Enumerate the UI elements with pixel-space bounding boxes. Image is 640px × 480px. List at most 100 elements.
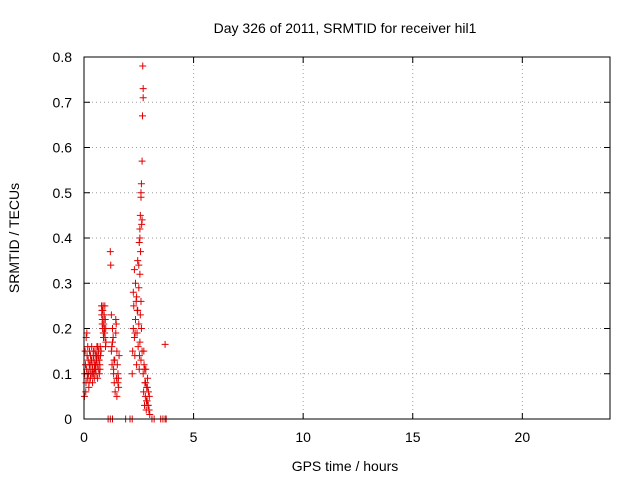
y-tick: 0.3 — [53, 275, 610, 291]
x-axis-label: GPS time / hours — [292, 458, 399, 474]
data-point — [136, 234, 144, 242]
y-tick: 0.8 — [53, 49, 610, 65]
data-point — [110, 356, 118, 364]
data-point — [137, 356, 145, 364]
data-point — [140, 361, 148, 369]
data-point — [82, 388, 90, 396]
x-tick: 10 — [295, 57, 311, 445]
data-point — [142, 397, 150, 405]
y-axis-ticks: 0 0.1 0.2 0.3 0.4 0.5 0.6 0.7 0.8 — [53, 49, 610, 427]
data-point — [135, 239, 143, 247]
data-point — [99, 306, 107, 314]
grid-lines — [84, 57, 610, 419]
data-point — [92, 361, 100, 369]
data-point — [146, 410, 154, 418]
data-point — [115, 383, 123, 391]
data-point — [139, 62, 147, 70]
data-point — [133, 306, 141, 314]
x-tick: 20 — [515, 57, 530, 445]
data-point — [89, 347, 97, 355]
data-point — [112, 329, 120, 337]
chart-title: Day 326 of 2011, SRMTID for receiver hil… — [214, 20, 477, 36]
y-tick-label: 0 — [64, 411, 72, 427]
y-tick: 0.4 — [53, 230, 610, 246]
y-tick-label: 0.3 — [53, 275, 73, 291]
y-tick: 0.7 — [53, 94, 610, 110]
data-point — [136, 211, 144, 219]
data-point — [101, 334, 109, 342]
x-tick-label: 0 — [80, 429, 88, 445]
data-point — [113, 361, 121, 369]
data-point — [137, 189, 145, 197]
data-point — [98, 311, 106, 319]
data-point — [97, 347, 105, 355]
data-point — [108, 343, 116, 351]
data-point — [100, 315, 108, 323]
y-tick-label: 0.2 — [53, 321, 73, 337]
data-point — [85, 379, 93, 387]
data-point — [145, 406, 153, 414]
data-point — [109, 334, 117, 342]
data-point — [135, 284, 143, 292]
x-tick-label: 15 — [405, 429, 421, 445]
data-point — [139, 85, 147, 93]
data-point — [140, 347, 148, 355]
y-tick-label: 0.7 — [53, 94, 73, 110]
data-point — [137, 297, 145, 305]
data-point — [144, 388, 152, 396]
data-point — [138, 157, 146, 165]
data-point — [136, 311, 144, 319]
data-point — [135, 261, 143, 269]
data-point — [110, 365, 118, 373]
y-tick-label: 0.6 — [53, 140, 73, 156]
y-tick: 0.5 — [53, 185, 610, 201]
data-point — [129, 325, 137, 332]
data-point — [138, 220, 146, 228]
data-point — [141, 365, 149, 373]
data-point — [143, 383, 151, 391]
data-point — [94, 343, 102, 351]
data-points — [80, 62, 170, 423]
x-tick: 0 — [80, 57, 88, 445]
data-point — [113, 392, 121, 400]
data-point — [107, 261, 115, 269]
data-point — [99, 329, 107, 337]
data-point — [101, 302, 109, 310]
data-point — [98, 320, 106, 328]
x-tick: 15 — [405, 57, 421, 445]
y-tick: 0.1 — [53, 366, 610, 382]
data-point — [144, 401, 152, 409]
data-point — [131, 329, 139, 337]
x-tick: 5 — [190, 57, 198, 445]
data-point — [134, 343, 142, 351]
y-tick: 0 — [64, 411, 610, 427]
y-tick-label: 0.1 — [53, 366, 73, 382]
data-point — [94, 374, 102, 382]
data-point — [108, 338, 116, 346]
data-point — [136, 225, 144, 233]
data-point — [137, 248, 145, 256]
x-axis-ticks: 0 5 10 15 20 — [80, 57, 530, 445]
data-point — [132, 279, 140, 287]
y-tick-label: 0.8 — [53, 49, 73, 65]
data-point — [136, 270, 144, 278]
data-point — [139, 112, 147, 120]
data-point — [135, 352, 143, 360]
data-point — [130, 266, 138, 274]
data-point — [133, 361, 141, 369]
data-point — [142, 379, 150, 387]
y-tick-label: 0.5 — [53, 185, 73, 201]
data-point — [135, 320, 143, 328]
data-point — [93, 352, 101, 360]
x-tick-label: 5 — [190, 429, 198, 445]
data-point — [112, 320, 120, 328]
y-tick: 0.6 — [53, 140, 610, 156]
data-point — [130, 302, 138, 310]
data-point — [95, 356, 103, 364]
data-point — [100, 325, 108, 332]
data-point — [139, 94, 147, 102]
data-point — [136, 338, 144, 346]
data-point — [101, 343, 109, 351]
data-point — [83, 329, 91, 337]
